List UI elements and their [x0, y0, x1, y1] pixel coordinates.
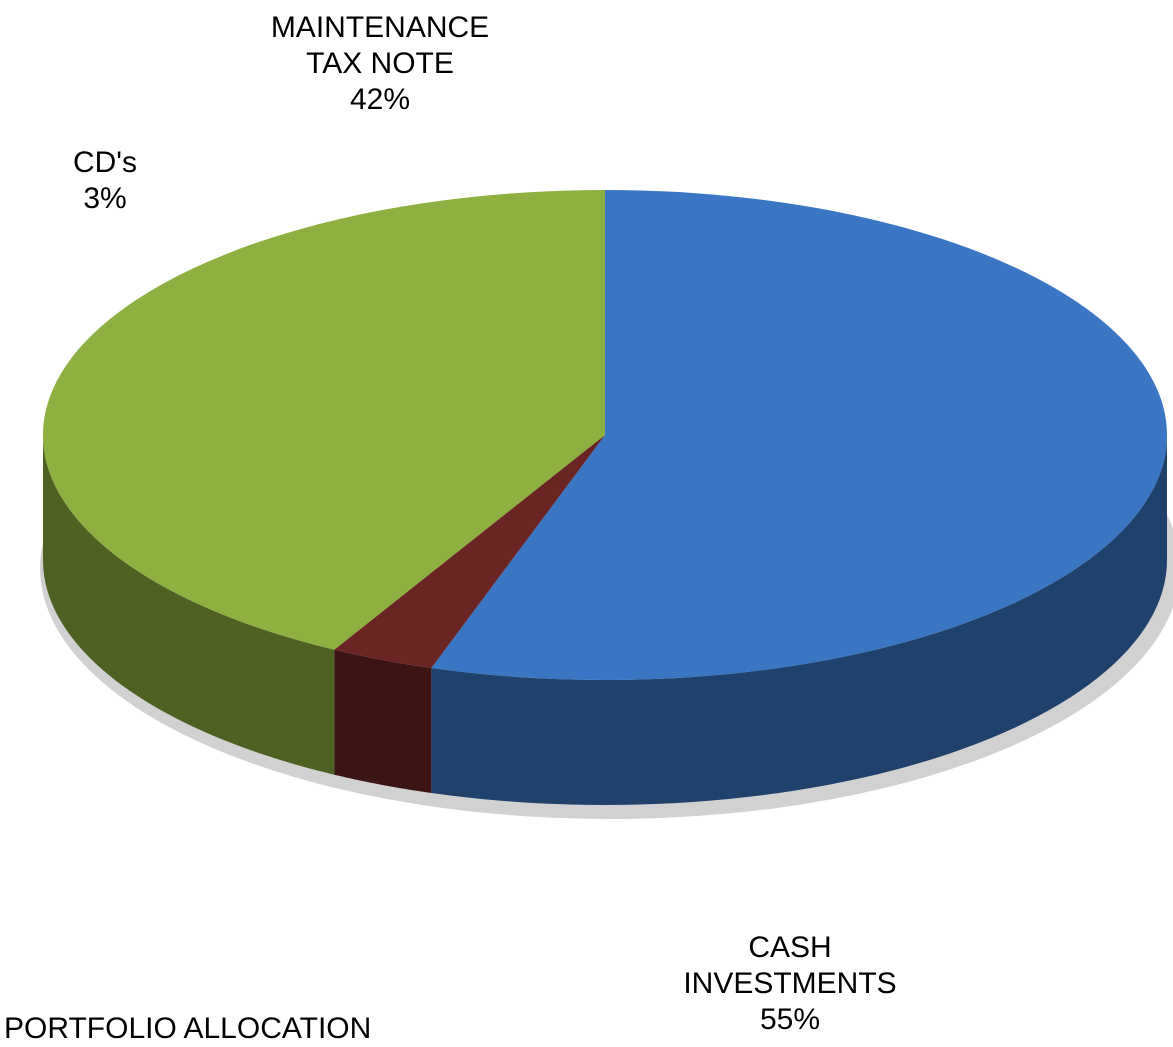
slice-side — [334, 649, 432, 794]
chart-title: PORTFOLIO ALLOCATION — [4, 1012, 372, 1045]
slice-side — [431, 435, 1167, 805]
category-label: MAINTENANCE TAX NOTE — [270, 11, 490, 80]
slice — [43, 190, 606, 650]
slice — [334, 435, 605, 669]
category-label: CASH INVESTMENTS — [683, 931, 897, 1000]
data-label: CASH INVESTMENTS 55% — [670, 930, 910, 1038]
value-label: 55% — [759, 1003, 821, 1036]
data-label: MAINTENANCE TAX NOTE 42% — [255, 10, 505, 118]
value-label: 42% — [349, 83, 411, 116]
slice — [431, 190, 1168, 681]
value-label: 3% — [83, 182, 127, 215]
slice-side — [43, 435, 335, 775]
data-label: CD's 3% — [45, 145, 165, 217]
category-label: CD's — [72, 146, 138, 179]
